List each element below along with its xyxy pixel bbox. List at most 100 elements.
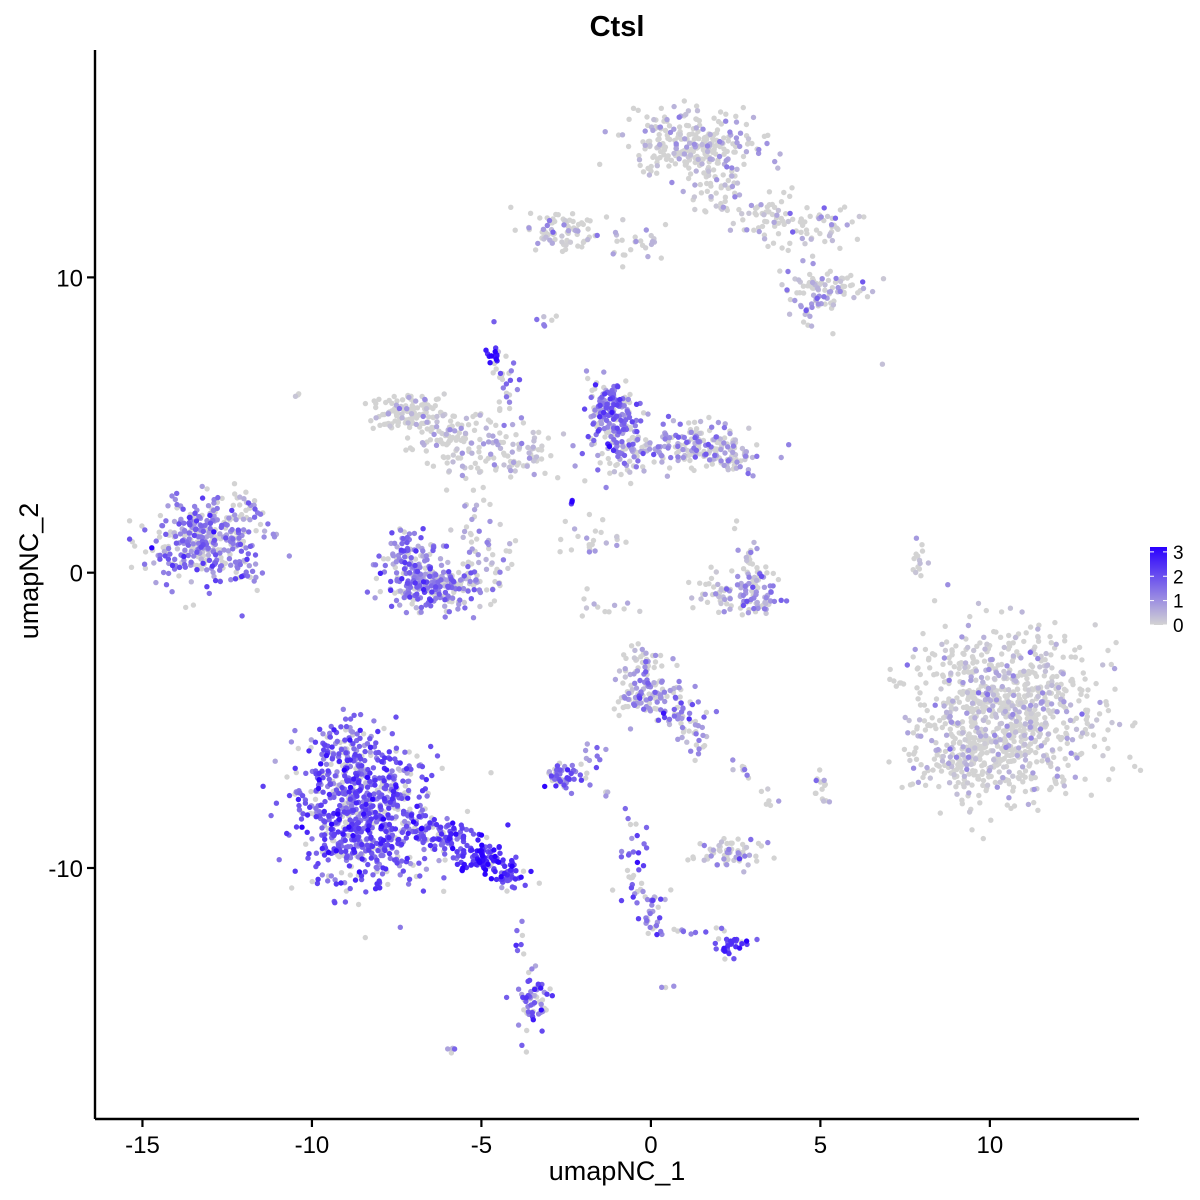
data-point [226, 556, 233, 562]
data-point [385, 411, 392, 417]
data-point [568, 547, 575, 553]
data-point [695, 156, 701, 163]
data-point [1028, 747, 1034, 754]
data-point [1035, 638, 1042, 644]
data-point [322, 819, 328, 825]
data-point [445, 583, 452, 590]
data-point [918, 573, 924, 579]
data-point [657, 915, 663, 921]
data-point [654, 156, 661, 162]
data-point [200, 528, 206, 535]
data-point [555, 475, 561, 481]
data-point [343, 805, 349, 811]
data-point [1022, 752, 1028, 758]
data-point [912, 646, 918, 653]
data-point [169, 589, 175, 595]
data-point [1072, 774, 1079, 780]
data-point [697, 430, 703, 436]
data-point [1035, 693, 1041, 700]
data-point [1096, 711, 1103, 717]
data-point [407, 445, 414, 451]
data-point [744, 227, 750, 233]
data-point [671, 103, 677, 110]
data-point [1082, 776, 1088, 782]
data-point [418, 826, 425, 832]
data-point [491, 455, 497, 461]
data-point [246, 529, 252, 535]
data-point [800, 290, 807, 296]
data-point [702, 208, 708, 214]
data-point [471, 506, 478, 513]
data-point [334, 738, 340, 744]
data-point [975, 600, 982, 607]
data-point [726, 950, 732, 957]
data-point [735, 573, 741, 580]
data-point [668, 157, 675, 163]
data-point [376, 396, 382, 402]
data-point [1070, 679, 1076, 685]
data-point [370, 765, 377, 771]
data-point [510, 441, 516, 447]
data-point [700, 732, 706, 739]
data-point [448, 527, 454, 533]
data-point [941, 655, 948, 661]
data-point [382, 847, 388, 854]
data-point [1089, 723, 1095, 729]
data-point [503, 353, 509, 359]
data-point [469, 847, 475, 853]
data-point [1033, 702, 1039, 709]
data-point [336, 816, 342, 822]
data-point [541, 323, 548, 329]
data-point [245, 500, 252, 506]
data-point [1033, 720, 1040, 727]
data-point [622, 703, 629, 710]
data-point [701, 714, 707, 720]
data-point [1109, 766, 1116, 772]
data-point [642, 664, 648, 670]
data-point [211, 529, 217, 535]
data-point [785, 218, 791, 225]
data-point [714, 127, 721, 133]
data-point [961, 669, 967, 675]
data-point [424, 793, 430, 799]
data-point [641, 706, 647, 712]
data-point [457, 577, 464, 583]
data-point [584, 586, 590, 592]
data-point [1093, 680, 1099, 687]
data-point [627, 458, 633, 464]
data-point [514, 386, 521, 393]
data-point [296, 807, 303, 813]
data-point [510, 360, 517, 366]
data-point [947, 726, 953, 732]
data-point [693, 116, 699, 122]
data-point [385, 556, 391, 562]
data-point [393, 411, 400, 417]
data-point [346, 863, 353, 869]
data-point [524, 1027, 530, 1034]
data-point [636, 152, 642, 159]
data-point [530, 444, 536, 450]
data-point [724, 207, 730, 214]
data-point [655, 444, 661, 450]
data-point [442, 603, 448, 609]
data-point [1064, 724, 1070, 731]
data-point [993, 697, 1000, 703]
data-point [450, 855, 456, 861]
data-point [675, 434, 682, 440]
data-point [959, 769, 965, 775]
data-point [706, 581, 712, 587]
data-point [718, 600, 724, 607]
data-point [1007, 605, 1014, 611]
data-point [1055, 684, 1062, 691]
data-point [969, 700, 976, 706]
data-point [1047, 633, 1053, 640]
data-point [479, 853, 485, 859]
data-point [487, 843, 493, 849]
data-point [1111, 665, 1118, 672]
data-point [492, 868, 498, 875]
data-point [704, 143, 711, 149]
data-point [397, 527, 404, 533]
data-point [815, 286, 821, 292]
data-point [595, 467, 601, 473]
data-point [451, 825, 457, 831]
